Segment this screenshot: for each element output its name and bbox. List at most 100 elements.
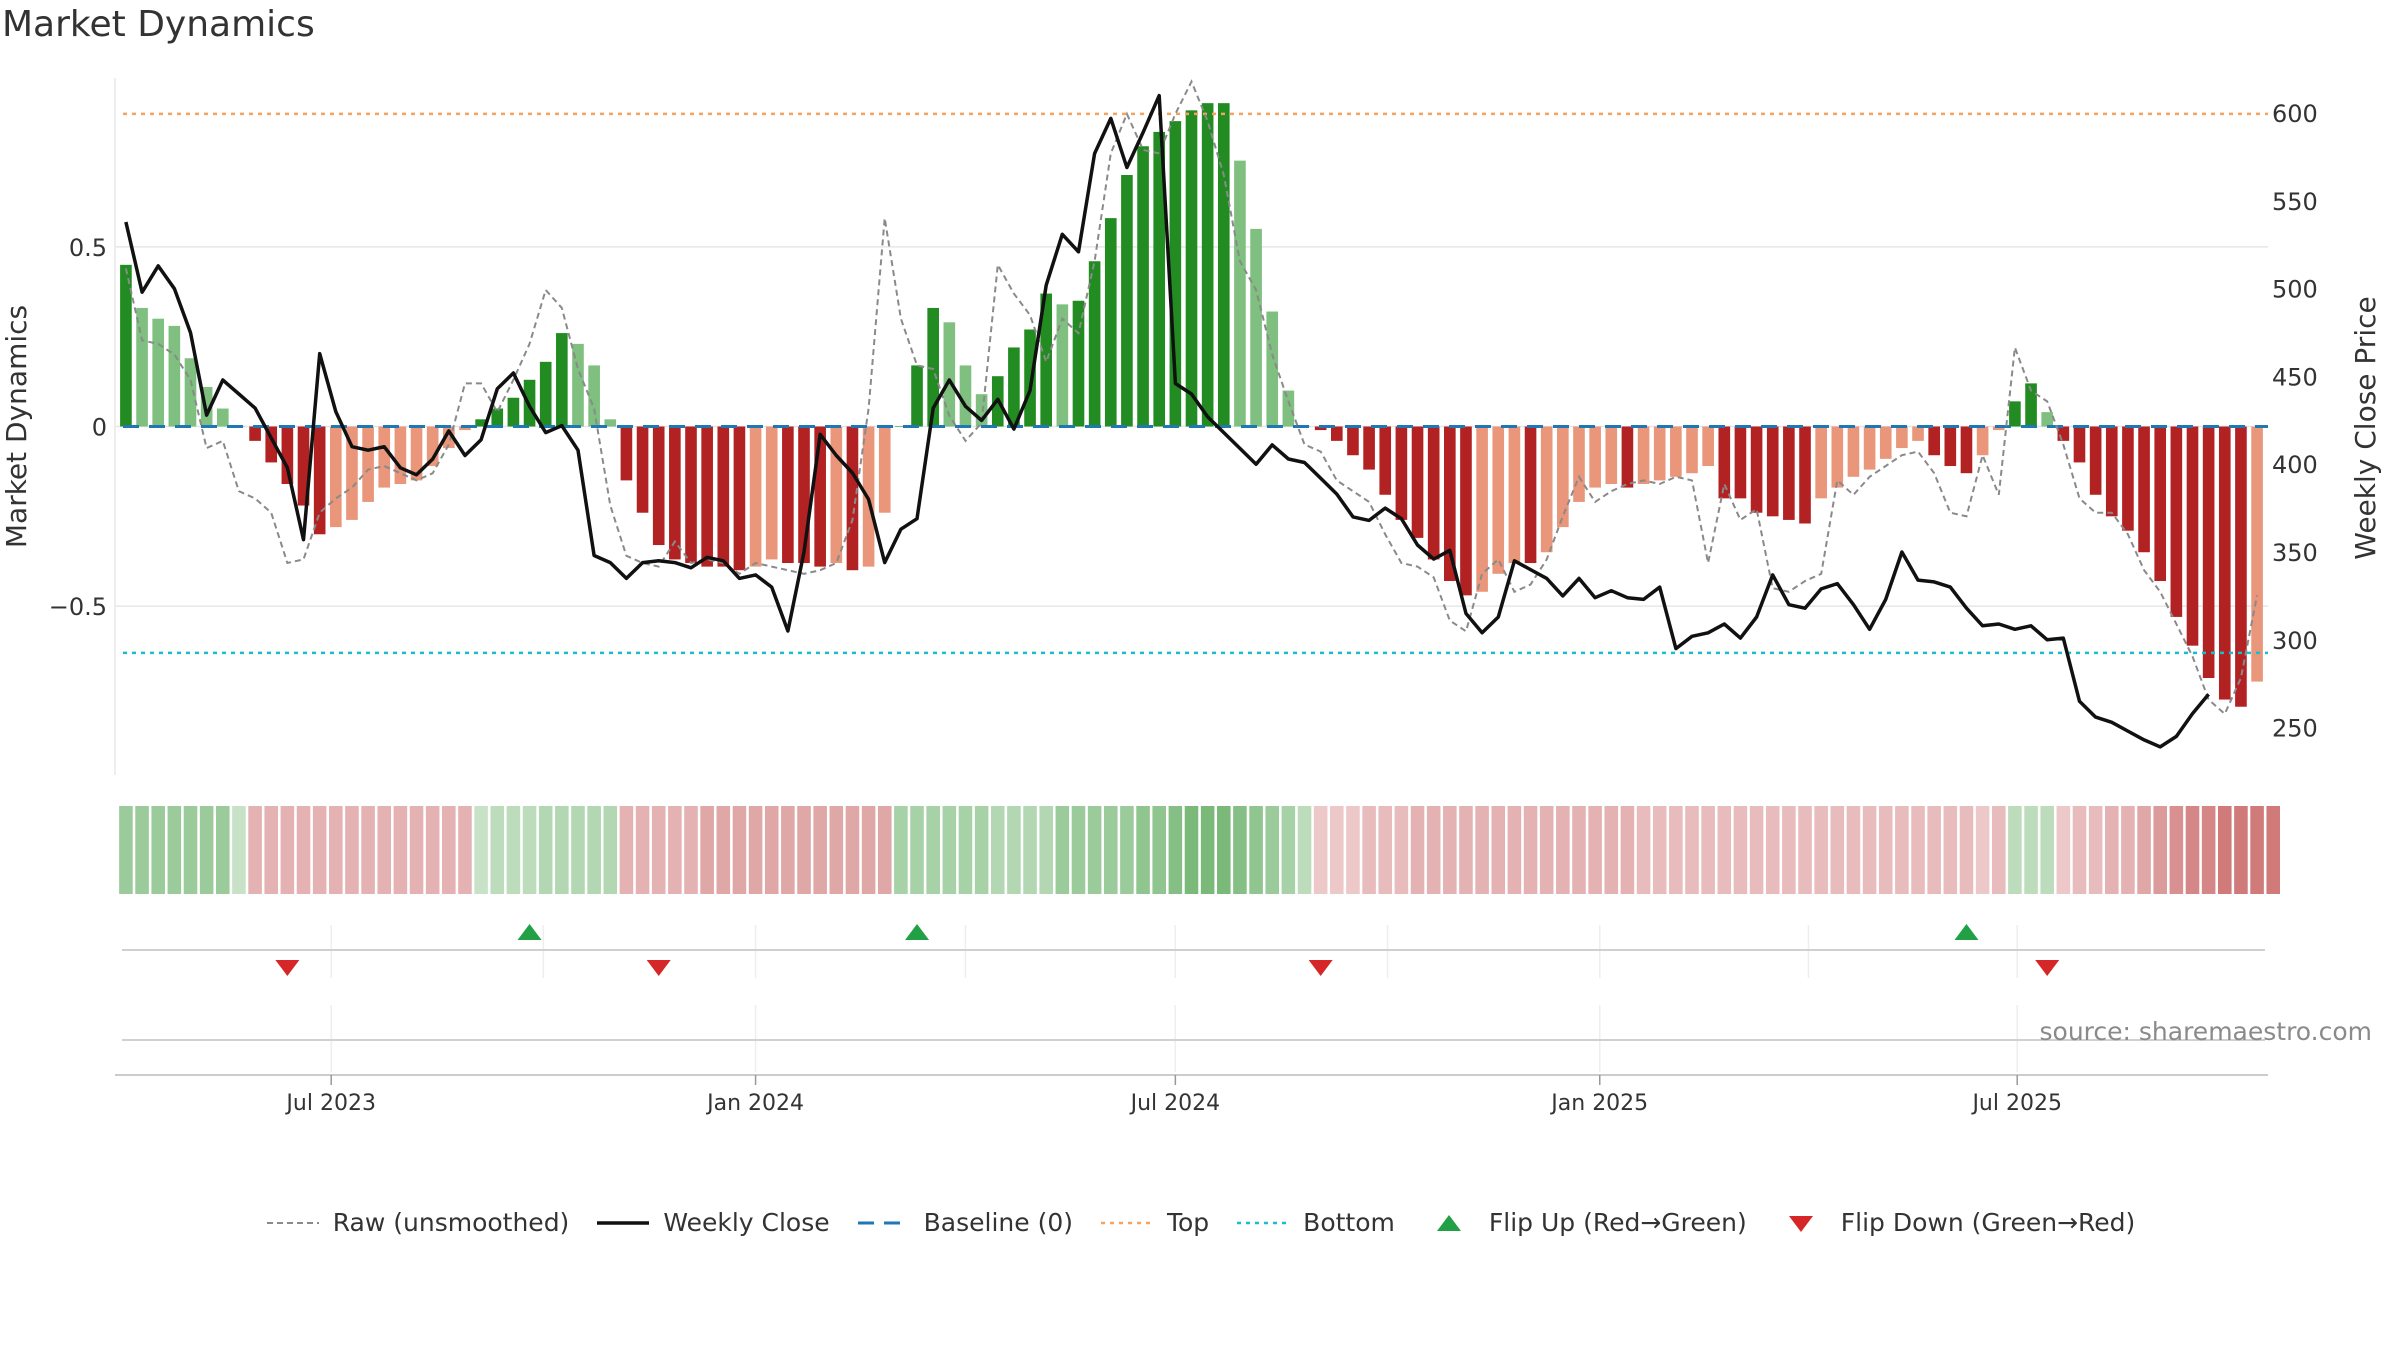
legend-label: Top: [1166, 1208, 1210, 1237]
ribbon-cell: [700, 806, 714, 894]
flip-down-marker: [2035, 960, 2060, 976]
dynamics-bar: [782, 426, 794, 564]
y-axis-right-title: Weekly Close Price: [2349, 296, 2382, 559]
ribbon-cell: [1765, 806, 1780, 894]
ribbon-cell: [958, 806, 973, 894]
dynamics-bar: [814, 426, 826, 567]
ribbon-cell: [2201, 806, 2216, 894]
dynamics-bar: [2057, 426, 2070, 441]
chart-title: Market Dynamics: [2, 4, 315, 45]
ribbon-cell: [845, 806, 860, 894]
ribbon-cell: [377, 806, 392, 894]
dynamics-bar: [2122, 426, 2134, 531]
dynamics-bar: [2218, 426, 2231, 700]
ribbon-cell: [2056, 806, 2071, 894]
weekly-close-line: [124, 93, 2210, 749]
right-tick-label: 250: [2272, 715, 2318, 743]
dynamics-bar: [717, 426, 730, 567]
dynamics-bar: [1185, 110, 1198, 427]
ribbon-cell: [2008, 806, 2022, 894]
dynamics-bar: [329, 426, 342, 528]
right-tick-label: 400: [2272, 451, 2318, 479]
ribbon-cell: [1297, 806, 1312, 894]
dynamics-bar: [733, 426, 746, 571]
dynamics-bar: [1330, 426, 1343, 441]
ribbon-cell: [571, 806, 585, 894]
dynamics-bar: [572, 343, 584, 427]
dynamics-bar: [556, 333, 568, 427]
dynamics-bar: [1960, 426, 1973, 474]
dynamics-bar: [1347, 426, 1359, 456]
x-tick-label: Jul 2025: [1970, 1091, 2062, 1116]
ribbon-cell: [1959, 806, 1974, 894]
ribbon-cell: [1669, 806, 1683, 894]
dynamics-bar: [1088, 261, 1101, 427]
dynamics-bar: [749, 426, 762, 567]
dynamics-bar: [120, 264, 132, 427]
dynamics-bar: [1363, 426, 1375, 470]
ribbon-cell: [1717, 806, 1732, 894]
ribbon-cell: [1281, 806, 1296, 894]
dynamics-bar: [2154, 426, 2167, 581]
ribbon-cell: [474, 806, 488, 894]
ribbon-cell: [361, 806, 375, 894]
ribbon-cell: [910, 806, 924, 894]
ribbon-cell: [1523, 806, 1538, 894]
ribbon-cell: [668, 806, 682, 894]
dynamics-bar: [1815, 426, 1827, 499]
dynamics-bar: [2041, 412, 2054, 427]
ribbon-cell: [1620, 806, 1635, 894]
ribbon-cell: [1685, 806, 1699, 894]
flip-down-marker: [275, 960, 300, 976]
ribbon-cell: [894, 806, 908, 894]
dynamics-bar: [1153, 131, 1166, 427]
ribbon-cell: [167, 806, 182, 894]
dynamics-bar: [1540, 426, 1553, 553]
legend-label: Flip Down (Green→Red): [1840, 1208, 2136, 1237]
flip-panel: [122, 924, 2265, 978]
ribbon-cell: [1249, 806, 1263, 894]
legend-label: Raw (unsmoothed): [332, 1208, 570, 1237]
ribbon-cell: [1120, 806, 1134, 894]
dynamics-bar: [426, 426, 439, 467]
dynamics-bar: [394, 426, 407, 484]
dynamics-bar: [1557, 426, 1569, 528]
raw-series-line: [124, 79, 2259, 716]
ribbon-cell: [1749, 806, 1764, 894]
dynamics-bar: [1831, 426, 1844, 488]
ribbon-cell: [1039, 806, 1053, 894]
ribbon-cell: [2153, 806, 2167, 894]
dynamics-bar: [1121, 175, 1133, 427]
dynamics-bar: [1863, 426, 1876, 470]
dynamics-bar: [249, 426, 261, 441]
left-tick-label: −0.5: [49, 593, 107, 621]
ribbon-cell: [1539, 806, 1554, 894]
dynamics-bar: [168, 325, 181, 427]
x-tick-label: Jan 2024: [705, 1091, 804, 1116]
dynamics-bar: [1653, 426, 1666, 481]
ribbon-panel: [119, 806, 2281, 894]
ribbon-cell: [1168, 806, 1183, 894]
dynamics-bar: [1944, 426, 1957, 467]
legend-label: Bottom: [1303, 1208, 1395, 1237]
dynamics-bar: [2009, 401, 2021, 427]
ribbon-cell: [1265, 806, 1280, 894]
main-panel: 0.5 0 −0.5 250 300 350 400 450 500 550 600 Market D…: [0, 78, 2382, 775]
dynamics-bar: [443, 426, 455, 449]
ribbon-cell: [151, 806, 165, 894]
ribbon-cell: [2185, 806, 2200, 894]
left-tick-label: 0.5: [69, 234, 107, 262]
ribbon-cell: [716, 806, 731, 894]
ribbon-cell: [264, 806, 279, 894]
dynamics-bar: [636, 426, 649, 513]
ribbon-cell: [1233, 806, 1247, 894]
dynamics-bar: [136, 307, 148, 427]
ribbon-cell: [1055, 806, 1070, 894]
ribbon-cell: [409, 806, 424, 894]
dynamics-bar: [1476, 426, 1488, 592]
dynamics-bar: [1314, 426, 1327, 431]
dynamics-bar: [2073, 426, 2086, 463]
ribbon-cell: [1588, 806, 1602, 894]
dynamics-bar: [911, 365, 923, 427]
legend-swatch: [857, 1221, 910, 1224]
